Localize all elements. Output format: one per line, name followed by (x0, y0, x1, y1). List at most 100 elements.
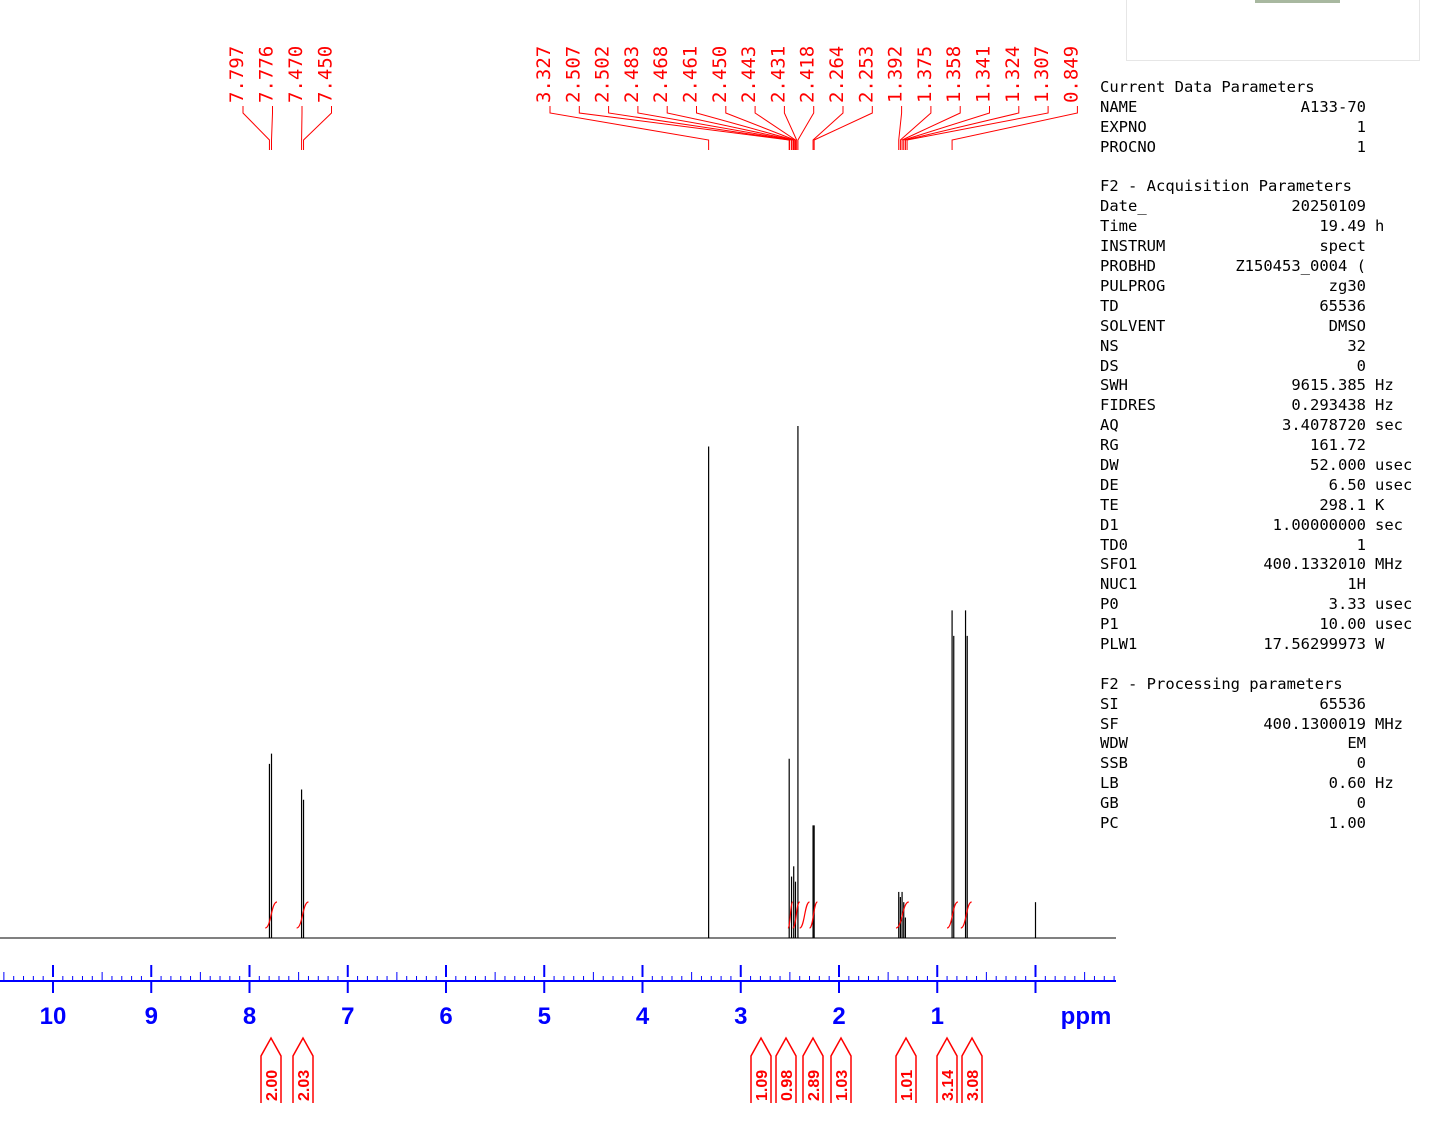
param-value: 1H (1347, 575, 1366, 594)
integral-value: 1.01 (899, 1070, 916, 1101)
param-value: 0 (1356, 754, 1366, 773)
param-name: RG (1100, 436, 1119, 455)
x-tick-label: 2 (832, 1003, 845, 1030)
param-unit: Hz (1375, 774, 1394, 793)
x-tick-label: 4 (636, 1003, 650, 1030)
param-row: DE 6.50 usec (1100, 476, 1440, 496)
param-row: DW 52.000 usec (1100, 456, 1440, 476)
x-tick-label: 7 (341, 1003, 354, 1030)
x-tick-label: 6 (439, 1003, 452, 1030)
param-unit: MHz (1375, 714, 1403, 733)
integral-bracket (260, 1036, 282, 1103)
param-value: DMSO (1328, 316, 1366, 335)
peak-label-leaders (242, 106, 1078, 150)
param-unit: h (1375, 217, 1385, 236)
integral-bracket (961, 1036, 983, 1103)
peak-labels: 7.797 7.776 7.470 7.450 3.327 2.507 2.502 2.483… (226, 46, 1082, 103)
param-name: NUC1 (1100, 575, 1138, 594)
vendor-logo (1255, 0, 1340, 3)
integral-value: 3.14 (940, 1070, 957, 1101)
param-value: zg30 (1328, 276, 1366, 295)
param-name: PC (1100, 814, 1119, 832)
peak-label: 2.450 (709, 46, 731, 103)
param-unit: Hz (1375, 376, 1394, 395)
integral-curve (296, 901, 309, 929)
param-row: Time 19.49 h (1100, 217, 1440, 237)
integral-bracket (292, 1036, 314, 1103)
param-name: Time (1100, 217, 1138, 236)
integral-bracket (895, 1036, 917, 1103)
param-unit: K (1375, 495, 1385, 514)
param-unit (1366, 754, 1375, 774)
param-unit (1366, 814, 1375, 834)
peak-label: 1.307 (1031, 46, 1053, 103)
peak-label: 2.253 (855, 46, 877, 103)
param-unit (1366, 237, 1375, 257)
peak-label-leader (812, 106, 844, 150)
param-unit: W (1375, 634, 1385, 653)
param-row: SWH 9615.385 Hz (1100, 376, 1440, 396)
param-unit (1366, 794, 1375, 814)
param-unit: usec (1375, 595, 1413, 614)
integral-curve (808, 901, 818, 929)
param-row: DS 0 (1100, 357, 1440, 377)
param-unit (1366, 357, 1375, 377)
param-row: SI 65536 (1100, 695, 1440, 715)
param-value: EM (1347, 734, 1366, 753)
param-name: SI (1100, 694, 1119, 713)
param-name: TD0 (1100, 535, 1128, 554)
param-unit: sec (1375, 515, 1403, 534)
peak-label: 2.502 (592, 46, 614, 103)
peak-label-leader (303, 106, 332, 150)
param-unit (1366, 337, 1375, 357)
param-section-title: F2 - Acquisition Parameters (1100, 177, 1352, 196)
param-value: 19.49 (1319, 217, 1366, 236)
param-name: NS (1100, 336, 1119, 355)
param-unit (1366, 317, 1375, 337)
param-value: 0.293438 (1291, 396, 1366, 415)
peak-label-leader (608, 106, 791, 150)
section-gap (1100, 158, 1440, 178)
param-unit (1366, 257, 1375, 277)
param-value: 400.1300019 (1263, 714, 1366, 733)
param-unit (1366, 98, 1375, 118)
param-unit: usec (1375, 475, 1413, 494)
peak-label: 2.418 (797, 46, 819, 103)
param-name: LB (1100, 774, 1119, 793)
param-unit (1366, 734, 1375, 754)
integral-curve (946, 901, 959, 929)
peak-label: 0.849 (1060, 46, 1082, 103)
spectrum-trace (0, 426, 1116, 939)
x-tick-label: 10 (40, 1003, 67, 1030)
param-name: SOLVENT (1100, 316, 1166, 335)
param-value: Z150453_0004 ( (1235, 257, 1366, 276)
peak-label: 2.483 (621, 46, 643, 103)
integral-value: 1.09 (754, 1070, 771, 1101)
param-row: PROBHD Z150453_0004 ( (1100, 257, 1440, 277)
param-value: 65536 (1319, 694, 1366, 713)
integral-curve (895, 901, 910, 929)
peak-label-leader (242, 106, 270, 150)
param-name: Date_ (1100, 197, 1147, 216)
peak-label-leader (666, 106, 794, 150)
peak-label-leader (797, 106, 815, 150)
peak-label-leader (637, 106, 793, 150)
integral-curve (787, 901, 794, 929)
param-name: WDW (1100, 734, 1128, 753)
integral-curve (799, 901, 810, 929)
param-row: TE 298.1 K (1100, 496, 1440, 516)
param-unit: Hz (1375, 396, 1394, 415)
param-name: TE (1100, 495, 1119, 514)
param-value: 0 (1356, 356, 1366, 375)
param-name: SSB (1100, 754, 1128, 773)
param-name: PULPROG (1100, 276, 1166, 295)
peak-label-leader (903, 106, 990, 150)
peak-label-leader (901, 106, 961, 150)
param-name: D1 (1100, 515, 1119, 534)
param-value: 1 (1356, 535, 1366, 554)
param-value: 1 (1356, 137, 1366, 156)
integral-bracket (802, 1036, 824, 1103)
param-row: PULPROG zg30 (1100, 277, 1440, 297)
integral-curves (264, 901, 972, 929)
